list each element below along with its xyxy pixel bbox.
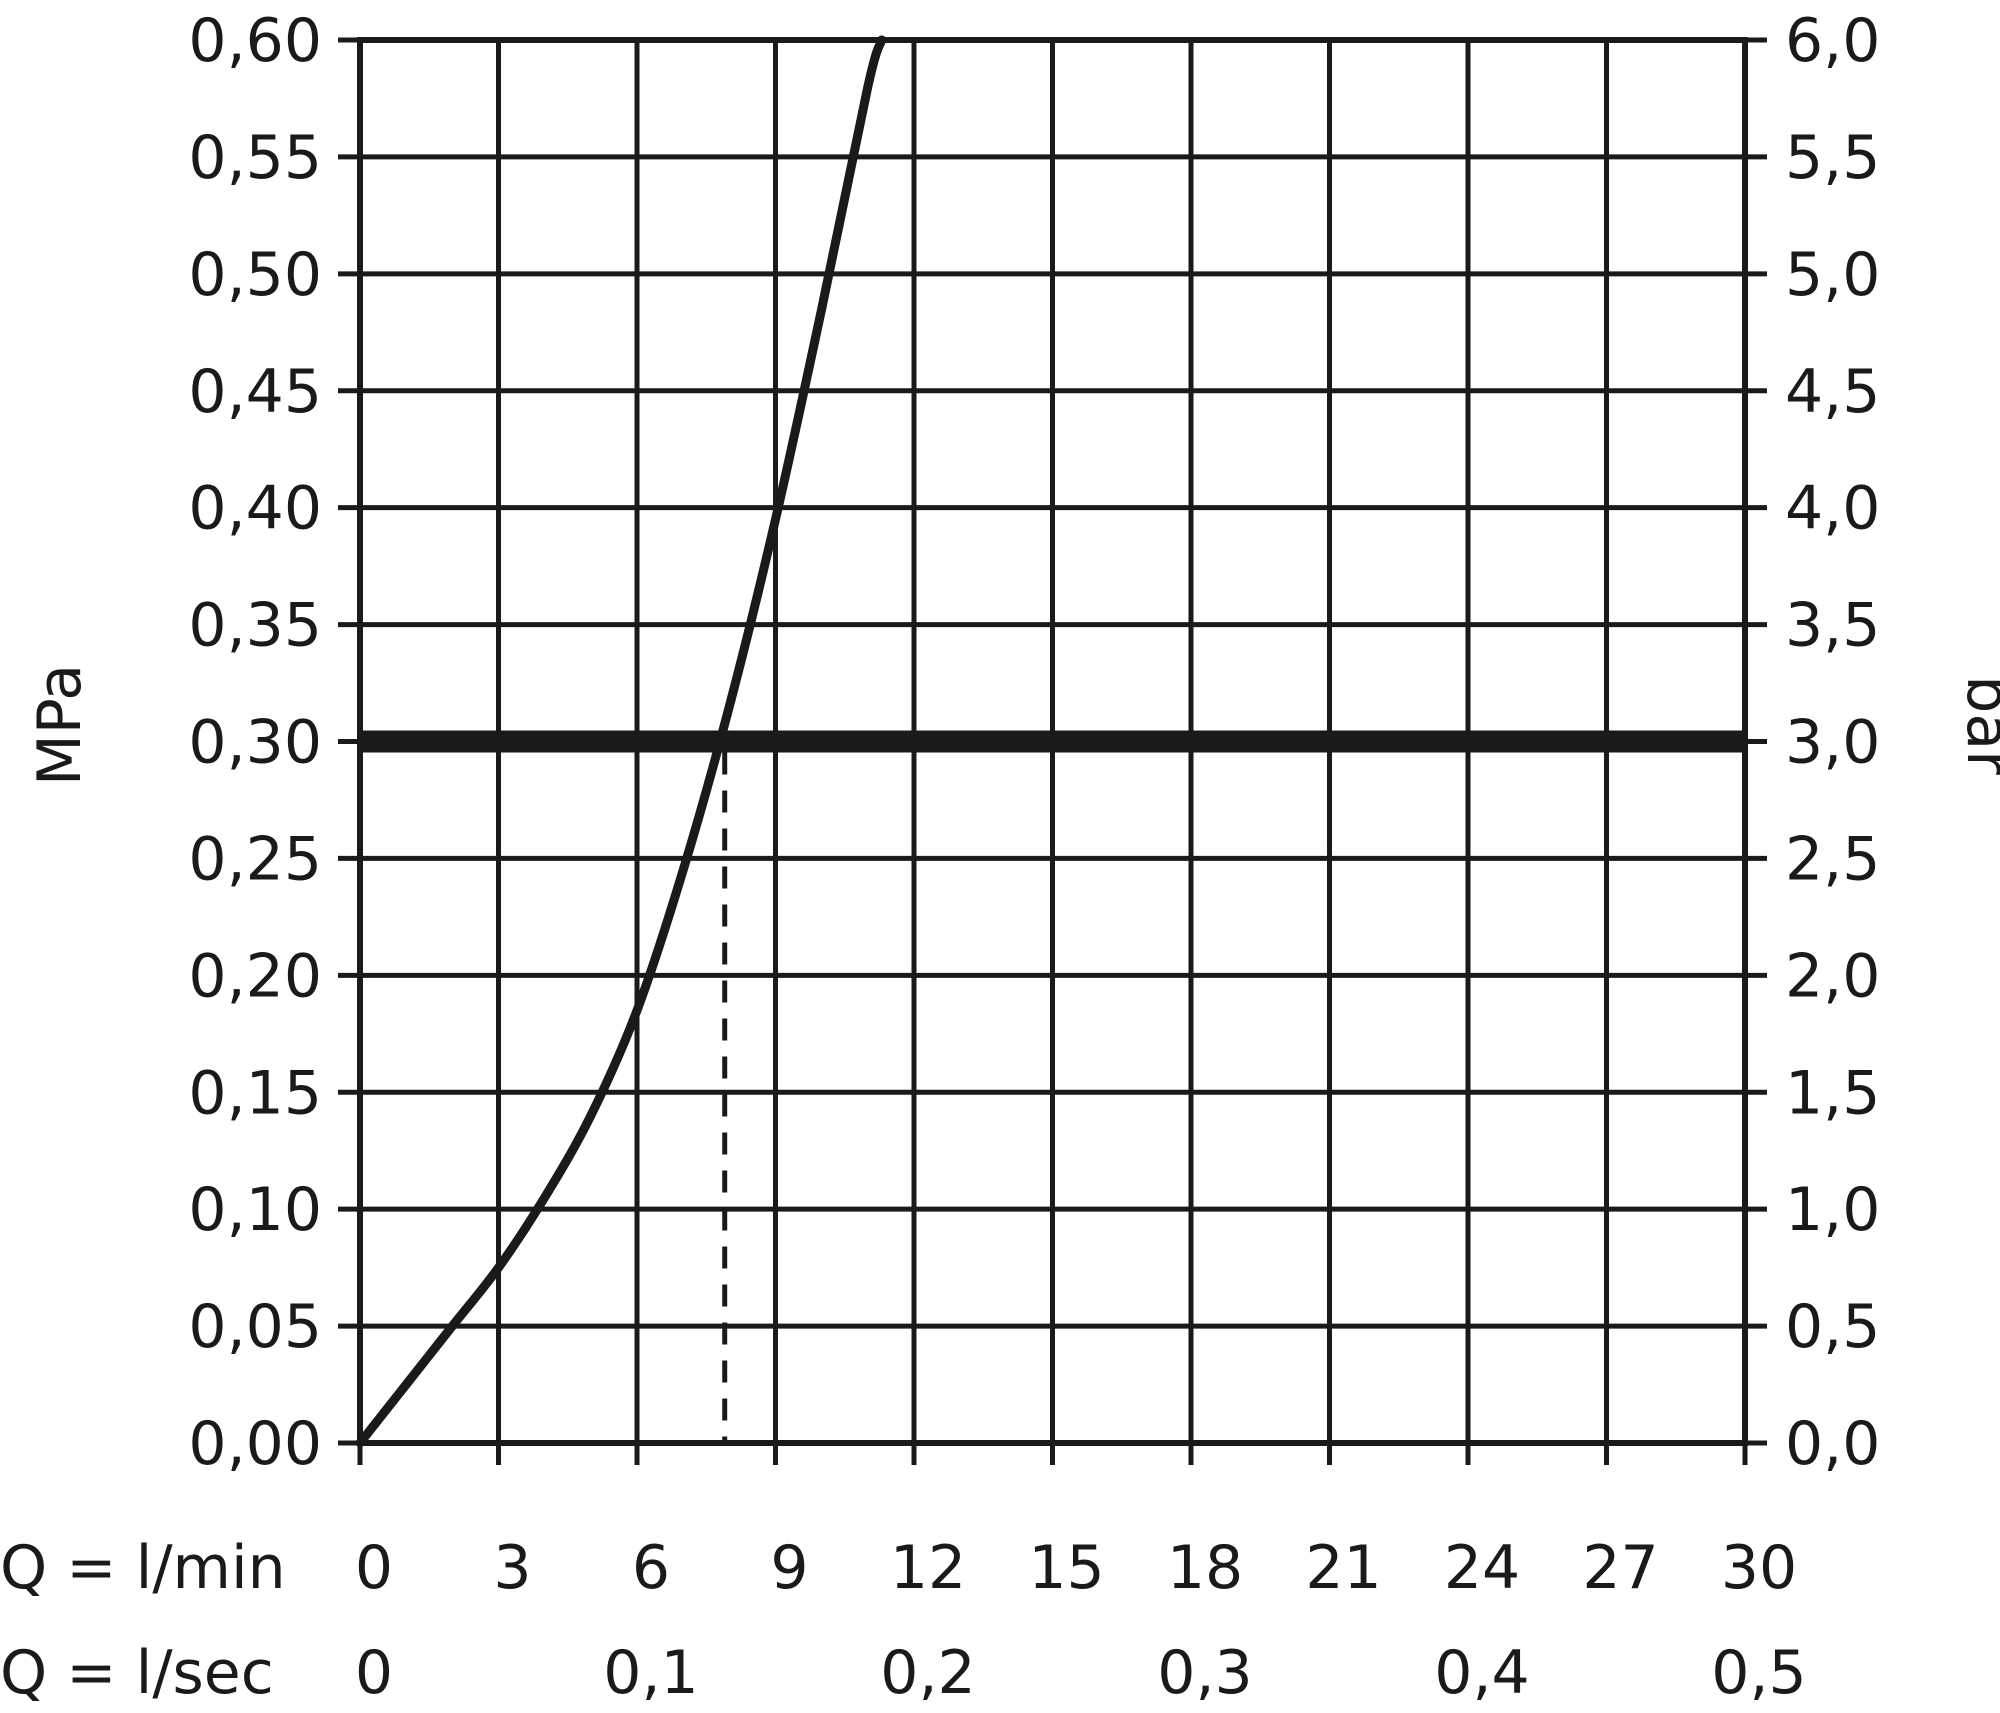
y-secondary-tick-label: 4,5 [1785,357,1880,427]
x-tick-label: 12 [890,1533,966,1603]
y-tick-label: 0,05 [188,1292,322,1362]
y-tick-label: 0,10 [188,1175,322,1245]
y-tick-label: 0,40 [188,474,322,544]
y-secondary-tick-label: 4,0 [1785,474,1880,544]
y-tick-label: 0,00 [188,1409,322,1479]
x-tick-label: 24 [1444,1533,1520,1603]
x-tick-label: 18 [1167,1533,1243,1603]
y-tick-label: 0,25 [188,824,322,894]
x-tick-label: 27 [1582,1533,1658,1603]
y-secondary-tick-label: 5,5 [1785,123,1880,193]
y-tick-label: 0,35 [188,591,322,661]
y-secondary-tick-label: 0,0 [1785,1409,1880,1479]
y-secondary-tick-label: 0,5 [1785,1292,1880,1362]
x-secondary-tick-labels: 0 0,1 0,2 0,3 0,4 0,5 [355,1638,1807,1708]
y-tick-label: 0,30 [188,708,322,778]
x-tick-label: 6 [632,1533,670,1603]
series-group [355,35,887,1448]
y-tick-label: 0,15 [188,1058,322,1128]
y-secondary-tick-label: 1,0 [1785,1175,1880,1245]
y-secondary-tick-label: 5,0 [1785,240,1880,310]
y-axis-secondary-title: bar [1953,675,2000,775]
x-axis-title: Q = l/min [0,1533,286,1603]
x-secondary-tick-label: 0,4 [1434,1638,1529,1708]
y-secondary-tick-labels: 0,0 0,5 1,0 1,5 2,0 2,5 3,0 3,5 4,0 4,5 5,0 5,5 6,0 [1785,6,1880,1479]
y-tick-label: 0,60 [188,6,322,76]
series-line [355,35,887,1448]
y-tick-label: 0,55 [188,123,322,193]
x-secondary-tick-label: 0,3 [1157,1638,1252,1708]
x-tick-label: 15 [1028,1533,1104,1603]
y-secondary-tick-label: 6,0 [1785,6,1880,76]
x-tick-label: 3 [493,1533,531,1603]
x-tick-label: 21 [1305,1533,1381,1603]
x-axis-secondary-title: Q = l/sec [0,1638,274,1708]
y-secondary-tick-label: 1,5 [1785,1058,1880,1128]
y-tick-label: 0,50 [188,240,322,310]
x-tick-label: 9 [770,1533,808,1603]
x-secondary-tick-label: 0,2 [880,1638,975,1708]
y-secondary-tick-label: 3,0 [1785,708,1880,778]
y-secondary-tick-label: 3,5 [1785,591,1880,661]
y-secondary-tick-label: 2,5 [1785,824,1880,894]
x-secondary-tick-label: 0,1 [603,1638,698,1708]
x-secondary-tick-label: 0 [355,1638,393,1708]
y-tick-label: 0,45 [188,357,322,427]
x-tick-label: 30 [1721,1533,1797,1603]
y-secondary-tick-label: 2,0 [1785,941,1880,1011]
x-secondary-tick-label: 0,5 [1711,1638,1806,1708]
y-axis-title: MPa [25,664,95,786]
y-tick-label: 0,20 [188,941,322,1011]
x-tick-labels: 0 3 6 9 12 15 18 21 24 27 30 [355,1533,1797,1603]
x-tick-label: 0 [355,1533,393,1603]
y-tick-labels: 0,00 0,05 0,10 0,15 0,20 0,25 0,30 0,35 0,40 0,45… [188,6,322,1479]
